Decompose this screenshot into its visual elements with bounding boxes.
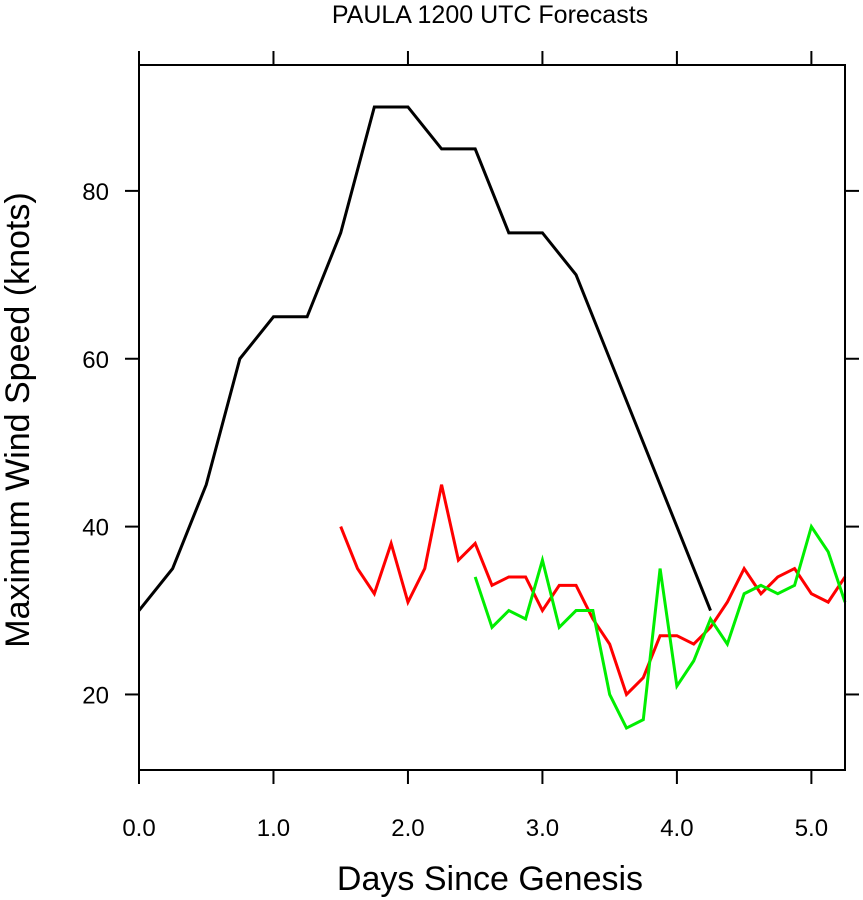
y-tick-label: 80 — [82, 179, 109, 206]
axis-ticks — [125, 51, 859, 784]
x-tick-label: 2.0 — [391, 815, 424, 842]
x-tick-label: 1.0 — [257, 815, 290, 842]
series-lines — [137, 105, 847, 731]
y-tick-label: 40 — [82, 515, 109, 542]
y-tick-label: 20 — [82, 682, 109, 709]
chart-title: PAULA 1200 UTC Forecasts — [332, 1, 648, 29]
series-line-1 — [137, 105, 712, 612]
series-line-3 — [473, 523, 847, 731]
series-line-2 — [339, 484, 847, 698]
y-tick-label: 60 — [82, 347, 109, 374]
x-axis-title: Days Since Genesis — [337, 860, 643, 898]
y-axis-title: Maximum Wind Speed (knots) — [0, 192, 37, 647]
axis-tick-labels: 0.0 1.0 2.0 3.0 4.0 5.0 20 40 60 80 — [82, 179, 828, 842]
x-tick-label: 5.0 — [795, 815, 828, 842]
plot-frame — [138, 64, 846, 771]
x-tick-label: 4.0 — [660, 815, 693, 842]
x-tick-label: 3.0 — [526, 815, 559, 842]
x-tick-label: 0.0 — [122, 815, 155, 842]
